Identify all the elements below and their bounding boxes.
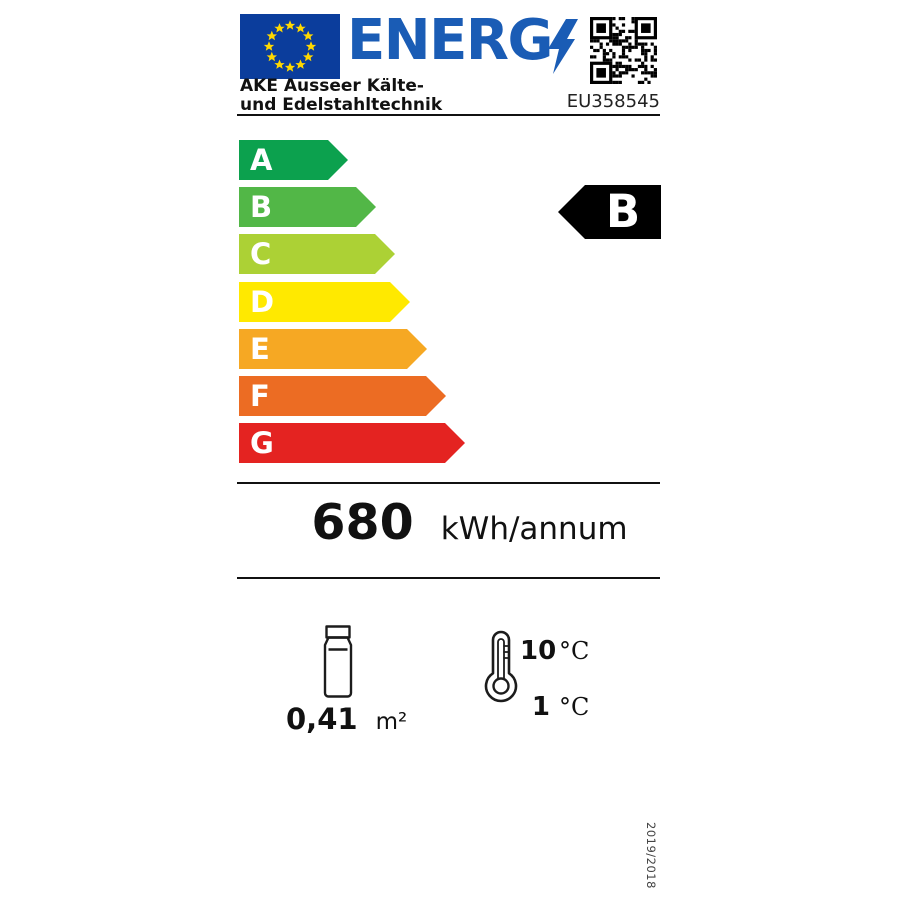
temperature-upper-unit: °C [559, 637, 590, 665]
class-arrow-f: F [239, 376, 446, 416]
temperature-lower: 1 °C [520, 692, 589, 722]
display-area: 0,41 m² [286, 702, 407, 736]
consumption-divider-top [237, 482, 660, 484]
class-arrow-b: B [239, 187, 376, 227]
class-label-f: F [250, 379, 270, 413]
class-label-c: C [250, 237, 272, 271]
class-arrow-a: A [239, 140, 348, 180]
lightning-bolt-icon [548, 19, 578, 74]
class-label-d: D [250, 285, 275, 319]
class-arrow-c: C [239, 234, 395, 274]
temperature-lower-value: 1 [531, 692, 550, 722]
class-label-a: A [250, 143, 273, 177]
eu-flag-icon [240, 14, 340, 79]
class-label-b: B [250, 190, 273, 224]
rating-indicator-arrow: B [558, 185, 661, 239]
thermometer-icon [484, 630, 518, 703]
energ-logo-text: ENERG [347, 8, 553, 73]
consumption-value: 680 [311, 494, 414, 551]
area-value: 0,41 [286, 702, 358, 736]
supplier-name: AKE Ausseer Kälte- und Edelstahltechnik [240, 77, 442, 115]
class-label-g: G [250, 426, 274, 460]
temperature-upper: 10 °C [520, 636, 589, 666]
rating-letter: B [605, 185, 641, 238]
class-arrow-d: D [239, 282, 410, 322]
annual-consumption: 680 kWh/annum [237, 494, 660, 551]
class-label-e: E [250, 332, 270, 366]
class-arrow-g: G [239, 423, 465, 463]
class-arrow-e: E [239, 329, 427, 369]
consumption-divider-bottom [237, 577, 660, 579]
qr-code-icon [590, 17, 657, 84]
temperature-upper-value: 10 [520, 636, 557, 666]
supplier-line2: und Edelstahltechnik [240, 95, 443, 115]
temperature-lower-unit: °C [559, 693, 590, 721]
regulation-reference: 2019/2018 [644, 822, 658, 889]
area-unit: m² [375, 709, 408, 735]
header-divider [237, 114, 660, 116]
bottle-icon [323, 625, 353, 698]
model-identifier: EU358545 [566, 91, 660, 112]
consumption-unit: kWh/annum [440, 511, 628, 547]
supplier-line1: AKE Ausseer Kälte- [240, 76, 424, 96]
